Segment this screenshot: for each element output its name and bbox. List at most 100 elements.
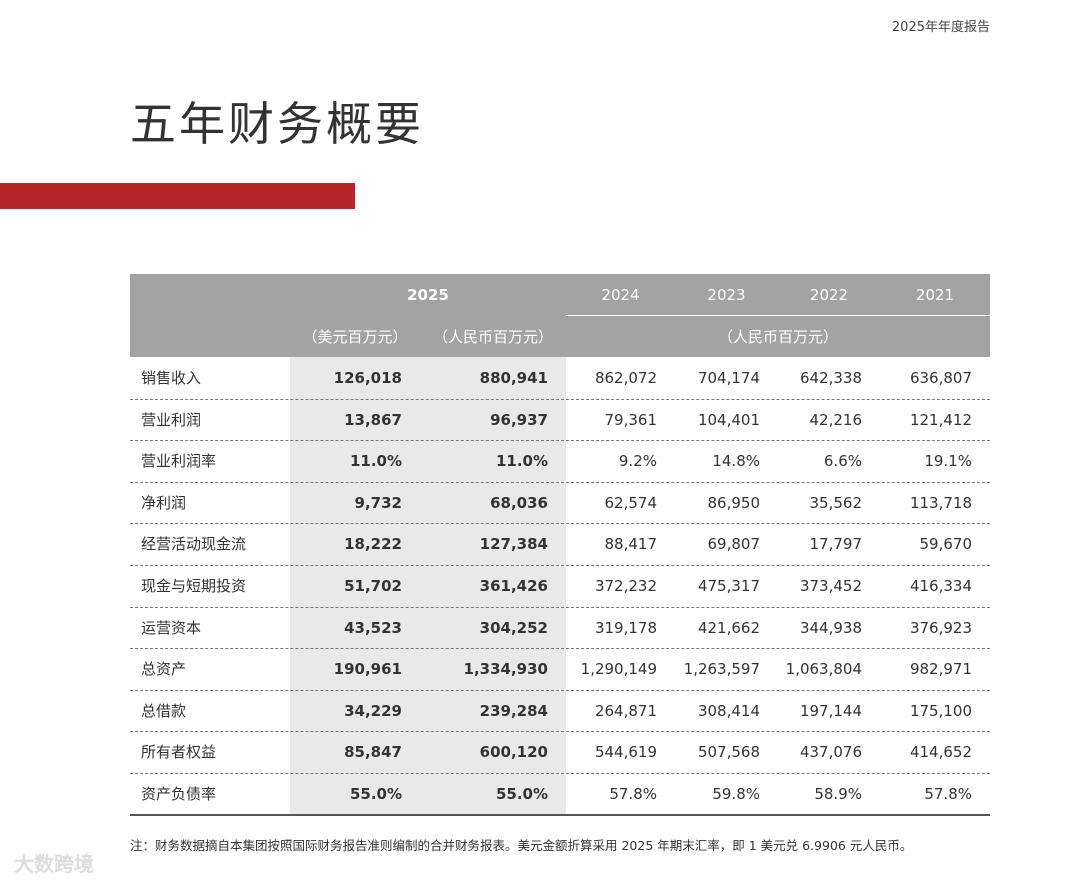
- cell-value: 9,732: [354, 493, 402, 512]
- header-unit: （美元百万元）: [302, 328, 408, 346]
- cell-value: 42,216: [809, 410, 863, 429]
- header-year: 2023: [707, 286, 746, 304]
- cell-value: 79,361: [604, 410, 658, 429]
- cell-value: 43,523: [344, 618, 402, 637]
- cell-value: 11.0%: [495, 452, 548, 471]
- cell-value: 414,652: [909, 743, 972, 762]
- cell-value: 59.8%: [712, 785, 760, 803]
- cell-value: 34,229: [344, 701, 402, 720]
- cell-value: 344,938: [799, 618, 862, 637]
- cell-value: 319,178: [594, 618, 657, 637]
- cell-value: 88,417: [604, 535, 658, 554]
- cell-value: 51,702: [344, 577, 402, 595]
- cell-value: 113,718: [909, 493, 972, 512]
- row-divider: [130, 398, 990, 400]
- cell-value: 57.8%: [609, 785, 657, 803]
- header-divider: [566, 315, 990, 316]
- cell-value: 9.2%: [618, 452, 657, 471]
- cell-value: 1,063,804: [785, 660, 862, 679]
- cell-value: 642,338: [799, 369, 862, 387]
- cell-value: 127,384: [479, 535, 548, 554]
- cell-value: 175,100: [909, 701, 972, 720]
- row-divider: [130, 648, 990, 650]
- cell-value: 190,961: [333, 660, 402, 679]
- cell-value: 880,941: [479, 369, 548, 387]
- cell-value: 475,317: [697, 577, 760, 595]
- cell-value: 308,414: [697, 701, 760, 720]
- cell-value: 58.9%: [814, 785, 862, 803]
- cell-value: 600,120: [479, 743, 548, 762]
- cell-value: 18,222: [344, 535, 402, 554]
- watermark: 大数跨境: [14, 852, 94, 876]
- cell-value: 19.1%: [924, 452, 972, 471]
- header-year: 2021: [915, 286, 955, 304]
- cell-value: 1,334,930: [463, 660, 548, 679]
- cell-value: 85,847: [344, 743, 402, 762]
- cell-value: 86,950: [707, 493, 761, 512]
- cell-value: 59,670: [919, 535, 973, 554]
- row-divider: [130, 731, 990, 733]
- cell-value: 437,076: [799, 743, 862, 762]
- row-label: 总资产: [141, 660, 187, 679]
- cell-value: 197,144: [799, 701, 862, 720]
- header-year: 2022: [809, 286, 849, 304]
- page-title: 五年财务概要: [130, 97, 424, 151]
- red-bar: [0, 183, 355, 209]
- cell-value: 11.0%: [349, 452, 402, 471]
- header-unit: （人民币百万元）: [717, 328, 838, 346]
- row-divider: [130, 606, 990, 608]
- row-label: 销售收入: [141, 369, 202, 387]
- cell-value: 55.0%: [349, 785, 402, 803]
- cell-value: 17,797: [809, 535, 863, 554]
- cell-value: 35,562: [809, 493, 863, 512]
- row-label: 营业利润: [141, 410, 202, 429]
- row-label: 总借款: [141, 701, 187, 720]
- cell-value: 373,452: [799, 577, 862, 595]
- row-divider: [130, 773, 990, 774]
- cell-value: 304,252: [479, 618, 548, 637]
- row-label: 所有者权益: [141, 743, 217, 762]
- cell-value: 13,867: [344, 410, 402, 429]
- cell-value: 126,018: [333, 369, 402, 387]
- cell-value: 372,232: [594, 577, 657, 595]
- cell-value: 416,334: [909, 577, 972, 595]
- row-label: 营业利润率: [141, 452, 217, 471]
- cell-value: 104,401: [697, 410, 760, 429]
- cell-value: 55.0%: [495, 785, 548, 803]
- cell-value: 14.8%: [712, 452, 760, 471]
- report-title: 2025年年度报告: [891, 20, 990, 35]
- header-unit: （人民币百万元）: [432, 328, 553, 346]
- cell-value: 121,412: [909, 410, 972, 429]
- row-label: 净利润: [141, 493, 187, 512]
- note: 注：财务数据摘自本集团按照国际财务报告准则编制的合并财务报表。美元金额折算采用 …: [130, 838, 913, 853]
- row-divider: [130, 523, 990, 525]
- cell-value: 264,871: [594, 701, 657, 720]
- header-year: 2025: [407, 286, 449, 304]
- cell-value: 982,971: [909, 660, 972, 679]
- cell-value: 636,807: [909, 369, 972, 387]
- cell-value: 239,284: [479, 701, 548, 720]
- cell-value: 1,263,597: [683, 660, 760, 679]
- row-label: 现金与短期投资: [141, 577, 247, 595]
- cell-value: 96,937: [490, 410, 548, 429]
- cell-value: 6.6%: [823, 452, 862, 471]
- table-bottom-rule: [130, 814, 990, 816]
- row-label: 经营活动现金流: [141, 535, 247, 554]
- cell-value: 507,568: [697, 743, 760, 762]
- row-label: 运营资本: [141, 618, 202, 637]
- cell-value: 69,807: [707, 535, 761, 554]
- cell-value: 62,574: [604, 493, 658, 512]
- cell-value: 376,923: [909, 618, 972, 637]
- cell-value: 704,174: [697, 369, 760, 387]
- cell-value: 68,036: [490, 493, 548, 512]
- row-divider: [130, 565, 990, 566]
- highlight-column: [290, 357, 566, 815]
- cell-value: 57.8%: [924, 785, 972, 803]
- cell-value: 361,426: [479, 577, 548, 595]
- header-year: 2024: [601, 286, 640, 304]
- cell-value: 544,619: [594, 743, 657, 762]
- row-divider: [130, 440, 990, 442]
- cell-value: 421,662: [697, 618, 760, 637]
- row-divider: [130, 689, 990, 691]
